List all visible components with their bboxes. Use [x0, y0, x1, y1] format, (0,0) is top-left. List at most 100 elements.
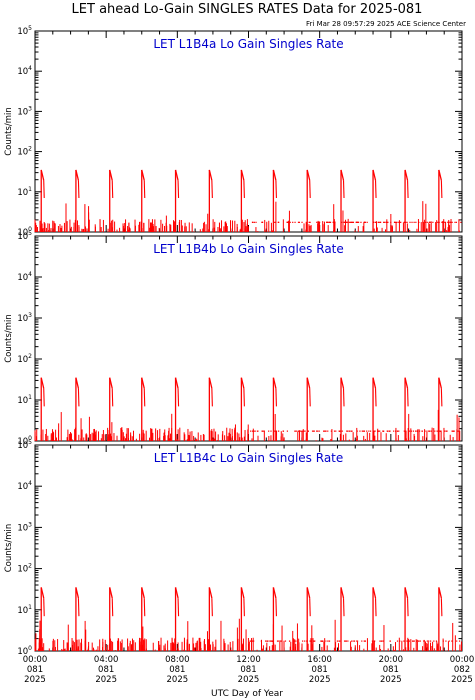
data-point: [409, 430, 411, 432]
data-point: [398, 221, 401, 223]
spike-decay: [272, 169, 277, 181]
panel-title: LET L1B4a Lo Gain Singles Rate: [153, 37, 343, 51]
data-point: [327, 221, 329, 223]
data-point: [276, 640, 279, 642]
panel-2: 100 101 102 103 104 105 Counts/min LET L1B4b Lo…: [4, 230, 463, 447]
data-point: [298, 221, 301, 223]
data-point: [356, 640, 359, 642]
data-point: [419, 640, 421, 642]
data-point: [254, 430, 256, 432]
data-point: [327, 430, 329, 432]
y-tick-label: 100: [17, 435, 32, 447]
y-tick-label: 103: [17, 312, 32, 324]
data-point: [268, 430, 270, 432]
data-point: [451, 430, 453, 432]
data-point: [275, 430, 277, 432]
data-point: [345, 221, 347, 223]
spike-tail: [43, 598, 45, 617]
data-point: [335, 430, 337, 432]
data-point: [279, 640, 281, 642]
data-point: [368, 430, 370, 432]
y-tick-label: 103: [17, 521, 32, 533]
data-point: [409, 221, 411, 223]
spike-tail: [342, 388, 345, 407]
y-tick-label: 105: [17, 230, 32, 242]
spike-tail: [143, 180, 146, 199]
data-point: [325, 430, 327, 432]
x-tick-doy: 081: [169, 665, 185, 675]
y-tick-label: 100: [17, 226, 32, 238]
spike-tail: [243, 598, 245, 617]
data-point: [322, 640, 324, 642]
spike-decay: [240, 169, 245, 181]
spike-tail: [177, 180, 180, 199]
data-point: [396, 640, 399, 642]
data-point: [352, 221, 355, 223]
data-point: [406, 640, 408, 642]
spike-decay: [109, 587, 113, 599]
data-point: [334, 221, 336, 223]
data-point: [363, 640, 365, 642]
data-point: [426, 640, 428, 642]
data-point: [382, 430, 384, 432]
data-point: [434, 430, 436, 432]
plot-frame: [34, 235, 463, 442]
data-point: [251, 640, 254, 642]
data-point: [426, 221, 428, 223]
data-point: [343, 640, 346, 642]
data-point: [428, 430, 430, 432]
spike-decay: [40, 587, 45, 599]
data-point: [328, 640, 330, 642]
data-point: [451, 640, 453, 642]
spike-tail: [43, 180, 45, 199]
x-tick-doy: 081: [383, 665, 399, 675]
data-point: [282, 430, 284, 432]
data-point: [373, 221, 375, 223]
spike-decay: [272, 377, 277, 389]
data-series: [34, 377, 461, 441]
data-point: [443, 221, 445, 223]
data-point: [317, 430, 319, 432]
data-point: [309, 640, 311, 642]
data-point: [389, 640, 391, 642]
data-point: [356, 221, 358, 223]
data-point: [297, 221, 300, 223]
data-point: [294, 430, 296, 432]
data-point: [316, 430, 318, 432]
x-tick-year: 2025: [309, 675, 331, 685]
spike-decay: [40, 377, 45, 389]
data-point: [270, 430, 272, 432]
data-point: [263, 430, 265, 432]
y-tick-label: 101: [17, 604, 32, 616]
data-point: [350, 221, 352, 223]
data-point: [399, 640, 401, 642]
spike-decay: [306, 377, 311, 389]
data-point: [265, 640, 267, 642]
data-point: [389, 430, 391, 432]
data-point: [351, 640, 353, 642]
data-point: [366, 221, 368, 223]
spike-tail: [43, 388, 45, 407]
x-tick-year: 2025: [238, 675, 260, 685]
spike-decay: [340, 377, 345, 389]
data-point: [403, 430, 405, 432]
data-point: [280, 640, 283, 642]
data-point: [304, 640, 306, 642]
data-point: [338, 430, 340, 432]
panel-title: LET L1B4c Lo Gain Singles Rate: [154, 451, 344, 465]
data-point: [393, 430, 395, 432]
data-point: [436, 430, 438, 432]
data-point: [415, 221, 417, 223]
data-point: [250, 430, 252, 432]
data-point: [393, 221, 396, 223]
data-point: [328, 640, 331, 642]
data-point: [422, 221, 424, 223]
data-point: [329, 221, 331, 223]
y-tick-label: 103: [17, 105, 32, 117]
timestamp: Fri Mar 28 09:57:29 2025 ACE Science Cen…: [306, 20, 466, 28]
data-point: [324, 430, 326, 432]
x-tick-labels: 00:00081202504:00081202508:00081202512:0…: [23, 655, 475, 685]
spike-decay: [404, 587, 409, 599]
data-point: [457, 430, 459, 432]
spike-tail: [440, 598, 443, 617]
